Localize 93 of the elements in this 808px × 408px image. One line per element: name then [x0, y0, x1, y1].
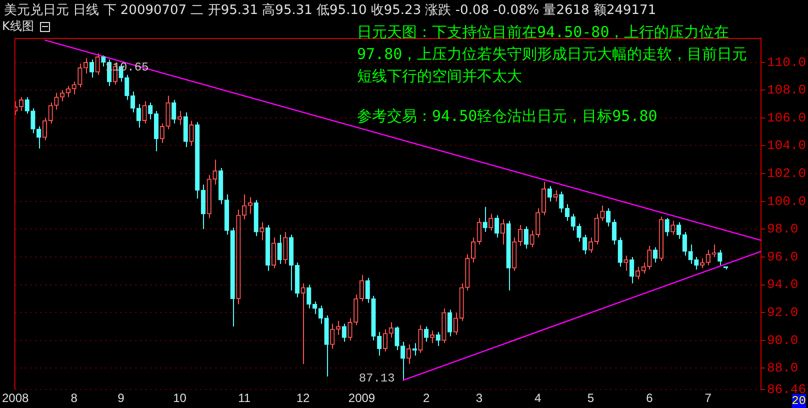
candlestick [260, 222, 264, 241]
candlestick [388, 322, 394, 338]
candlestick [348, 318, 352, 341]
candlestick [688, 244, 693, 264]
candlestick [629, 256, 634, 284]
y-tick-label: 92.0 [766, 305, 798, 320]
candlestick [172, 99, 176, 124]
candlestick [541, 181, 546, 216]
candlestick [447, 309, 452, 337]
candlestick [177, 110, 182, 126]
candlestick [166, 95, 170, 130]
annotation: 日元天图：下支持位目前在94.50-80，上行的压力位在97.80，上压力位若失守则形成日元大幅的走软，目前日元短线下行的空间并不太大 [357, 22, 748, 87]
candlestick [576, 223, 582, 242]
candlestick [547, 186, 552, 202]
candlestick [718, 250, 722, 266]
candlestick [530, 230, 534, 248]
candlestick [418, 324, 423, 354]
candlestick [342, 323, 346, 342]
candlestick [652, 246, 658, 264]
y-tick-label: 90.0 [766, 332, 798, 348]
y-tick-label: 108.0 [766, 82, 806, 98]
text: 20 [792, 394, 806, 408]
candlestick [318, 305, 323, 324]
x-tick-label: 4 [534, 391, 542, 406]
x-tick-label: 9 [118, 391, 125, 406]
candlestick [183, 112, 188, 148]
candlestick [18, 96, 24, 112]
candlestick [553, 190, 558, 202]
candlestick [436, 332, 440, 346]
candlestick [536, 208, 540, 238]
candlestick [283, 231, 288, 264]
candlestick [24, 96, 30, 114]
candlestick [30, 108, 36, 134]
candlestick [365, 277, 370, 304]
candlestick [712, 244, 716, 258]
candlestick [488, 213, 494, 232]
candlestick [60, 90, 65, 102]
y-tick-label: 104.0 [766, 138, 806, 154]
candlestick [424, 326, 429, 342]
y-tick-label: 94.0 [766, 277, 798, 292]
candlestick [406, 344, 412, 365]
candlestick [482, 206, 488, 232]
x-tick-label: 3 [476, 391, 483, 406]
y-tick-label: 110.0 [766, 54, 806, 70]
candlestick [212, 159, 218, 186]
candlestick [54, 92, 59, 110]
candlestick [277, 234, 282, 264]
candlestick [382, 328, 388, 352]
candlestick [494, 214, 500, 238]
candlestick [582, 234, 588, 255]
candlestick [600, 205, 605, 222]
x-tick-label: 7 [704, 391, 712, 406]
annotation: 87.13 [358, 371, 395, 386]
x-tick-label: 6 [646, 391, 654, 406]
x-tick-label: 10 [173, 391, 187, 406]
chart-title: 美元兑日元 日线 下 20090707 二 开95.31 高95.31 低95.10 收95.23 涨跌 -0.08 -0.08% 量2618 额249171 [4, 2, 656, 19]
candlestick [36, 126, 42, 150]
candlestick [160, 123, 164, 144]
candlestick [706, 250, 710, 266]
candlestick [524, 226, 528, 250]
candlestick [377, 332, 382, 356]
candlestick [500, 218, 505, 245]
x-tick-label: 11 [238, 391, 251, 406]
candlestick [700, 258, 705, 269]
y-tick-label: 98.0 [766, 222, 798, 237]
candlestick [412, 342, 417, 356]
x-tick-label: 12 [296, 391, 310, 406]
candlestick [400, 341, 406, 381]
y-tick-label: 106.0 [766, 110, 806, 126]
candlestick [670, 220, 676, 236]
y-tick-label: 96.0 [766, 249, 798, 264]
candlestick [89, 59, 94, 78]
candlestick [271, 237, 276, 269]
candlestick [647, 245, 652, 270]
candlestick [664, 218, 670, 237]
x-tick-label: 5 [587, 391, 594, 406]
candlestick [95, 52, 100, 76]
x-tick-label: 2 [422, 391, 430, 406]
candlestick [624, 255, 628, 272]
annotation: 参考交易：94.50轻仓沽出日元，目标95.80 [357, 106, 658, 127]
x-tick-label: 2009 [348, 391, 376, 406]
candlestick [189, 120, 194, 146]
y-tick-label: 102.0 [766, 166, 806, 181]
x-tick-label: 8 [70, 391, 78, 406]
candlestick [248, 196, 253, 214]
candlestick [430, 330, 435, 344]
candlestick [394, 326, 400, 351]
candlestick [300, 282, 306, 365]
chart-subtitle: K线图 [2, 18, 34, 35]
y-tick-label: 100.0 [766, 194, 806, 209]
y-tick-label: 88.0 [766, 360, 798, 376]
x-tick-label: 2008 [2, 391, 30, 406]
candlestick [142, 100, 147, 124]
